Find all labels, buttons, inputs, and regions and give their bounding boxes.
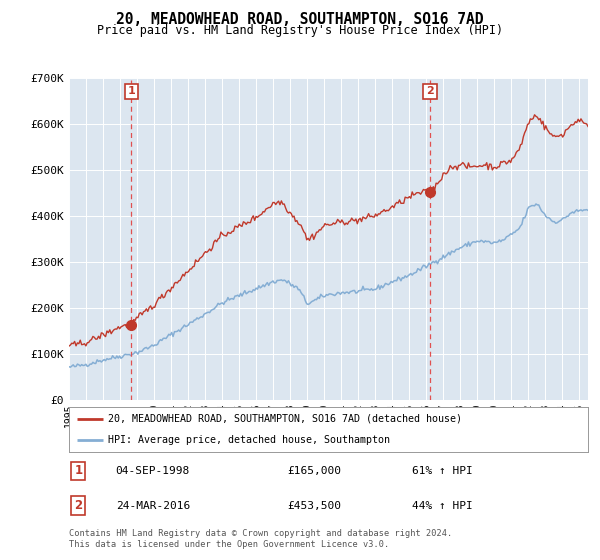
Text: Price paid vs. HM Land Registry's House Price Index (HPI): Price paid vs. HM Land Registry's House … <box>97 24 503 36</box>
Text: 04-SEP-1998: 04-SEP-1998 <box>116 466 190 476</box>
Text: Contains HM Land Registry data © Crown copyright and database right 2024.
This d: Contains HM Land Registry data © Crown c… <box>69 529 452 549</box>
Text: £453,500: £453,500 <box>287 501 341 511</box>
Text: 24-MAR-2016: 24-MAR-2016 <box>116 501 190 511</box>
Text: 2: 2 <box>426 86 434 96</box>
Text: 1: 1 <box>74 464 82 478</box>
Text: 20, MEADOWHEAD ROAD, SOUTHAMPTON, SO16 7AD: 20, MEADOWHEAD ROAD, SOUTHAMPTON, SO16 7… <box>116 12 484 27</box>
Text: £165,000: £165,000 <box>287 466 341 476</box>
Text: 44% ↑ HPI: 44% ↑ HPI <box>412 501 472 511</box>
Text: HPI: Average price, detached house, Southampton: HPI: Average price, detached house, Sout… <box>108 435 390 445</box>
Text: 2: 2 <box>74 499 82 512</box>
Text: 61% ↑ HPI: 61% ↑ HPI <box>412 466 472 476</box>
Text: 1: 1 <box>128 86 136 96</box>
Text: 20, MEADOWHEAD ROAD, SOUTHAMPTON, SO16 7AD (detached house): 20, MEADOWHEAD ROAD, SOUTHAMPTON, SO16 7… <box>108 414 462 424</box>
